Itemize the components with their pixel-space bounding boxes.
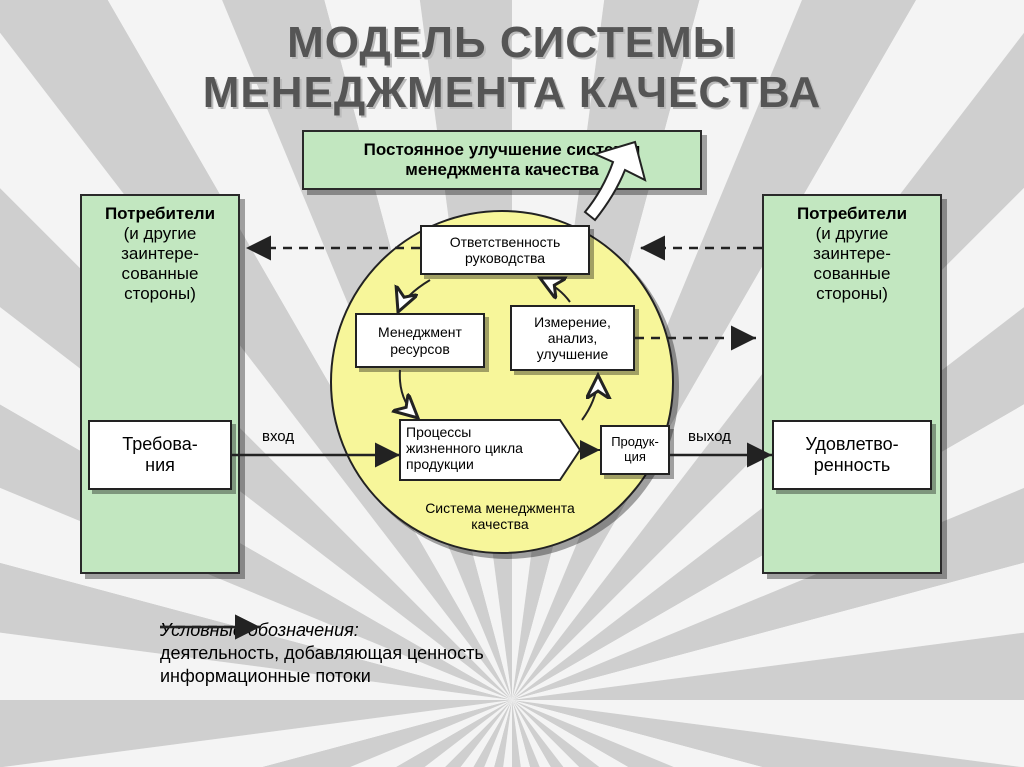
- legend-row1-text: деятельность, добавляющая ценность: [160, 643, 484, 664]
- legend-row2-text: информационные потоки: [160, 666, 371, 687]
- legend-row-solid: деятельность, добавляющая ценность: [160, 643, 484, 664]
- arrows-layer: [0, 0, 1024, 767]
- label-input: вход: [262, 428, 294, 445]
- label-output: выход: [688, 428, 731, 445]
- legend-row-dashed: информационные потоки: [160, 666, 484, 687]
- legend: Условные обозначения: деятельность, доба…: [160, 620, 484, 687]
